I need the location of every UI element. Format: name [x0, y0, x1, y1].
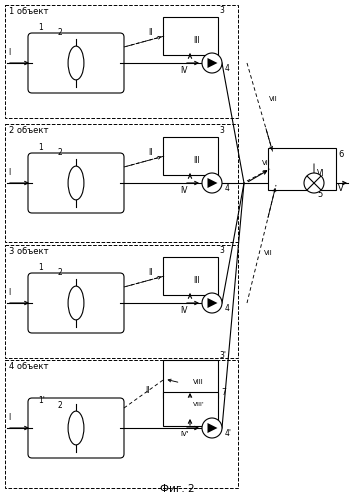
- Text: 2: 2: [58, 401, 63, 410]
- Text: I: I: [8, 413, 10, 422]
- Text: VII: VII: [264, 250, 273, 255]
- FancyBboxPatch shape: [28, 273, 124, 333]
- Text: II: II: [148, 268, 153, 277]
- FancyBboxPatch shape: [28, 398, 124, 458]
- Text: 3': 3': [219, 351, 227, 360]
- Circle shape: [304, 173, 324, 193]
- Bar: [5, 124, 238, 242]
- Bar: [162, 392, 217, 426]
- Text: VII: VII: [269, 95, 278, 101]
- Text: 4: 4: [225, 304, 230, 313]
- Circle shape: [202, 173, 222, 193]
- Text: 5: 5: [317, 190, 322, 199]
- Text: VIII': VIII': [193, 402, 205, 407]
- Text: VII: VII: [262, 160, 271, 166]
- Polygon shape: [207, 178, 217, 188]
- Text: 2 объект: 2 объект: [9, 126, 48, 135]
- Text: II: II: [145, 386, 149, 395]
- Bar: [162, 137, 217, 175]
- Text: IV: IV: [180, 306, 188, 315]
- Ellipse shape: [68, 46, 84, 80]
- Text: III: III: [193, 36, 200, 45]
- Text: 1: 1: [38, 263, 43, 272]
- Ellipse shape: [68, 286, 84, 320]
- FancyBboxPatch shape: [28, 33, 124, 93]
- Text: I: I: [8, 168, 10, 177]
- Bar: [268, 148, 336, 190]
- Text: 7: 7: [222, 388, 226, 397]
- Text: 3: 3: [219, 126, 224, 135]
- Text: II: II: [148, 148, 153, 157]
- Text: 4': 4': [225, 429, 232, 438]
- Bar: [162, 257, 217, 295]
- Text: 3: 3: [219, 6, 224, 15]
- Text: III: III: [193, 276, 200, 285]
- Text: 2: 2: [58, 28, 63, 37]
- Text: 1: 1: [38, 23, 43, 32]
- Text: 6: 6: [338, 150, 343, 159]
- Text: I: I: [8, 288, 10, 297]
- Text: 2: 2: [58, 268, 63, 277]
- Bar: [5, 360, 238, 488]
- Bar: [5, 245, 238, 358]
- Text: 4: 4: [225, 64, 230, 73]
- Text: 1': 1': [38, 396, 45, 405]
- Text: IV: IV: [180, 66, 188, 75]
- Text: IV: IV: [180, 186, 188, 195]
- Bar: [5, 5, 238, 118]
- Text: 4 объект: 4 объект: [9, 362, 48, 371]
- Text: 3: 3: [219, 246, 224, 255]
- Text: IV': IV': [180, 431, 189, 437]
- Ellipse shape: [68, 166, 84, 200]
- FancyBboxPatch shape: [28, 153, 124, 213]
- Bar: [162, 17, 217, 55]
- Text: 2: 2: [58, 148, 63, 157]
- Polygon shape: [207, 58, 217, 68]
- Text: 1: 1: [38, 143, 43, 152]
- Text: VIII: VIII: [193, 379, 204, 385]
- Ellipse shape: [68, 411, 84, 445]
- Circle shape: [202, 418, 222, 438]
- Circle shape: [202, 293, 222, 313]
- Circle shape: [202, 53, 222, 73]
- Text: III: III: [193, 156, 200, 165]
- Polygon shape: [207, 298, 217, 308]
- Text: 4: 4: [225, 184, 230, 193]
- Text: V: V: [338, 184, 344, 193]
- Text: I: I: [8, 48, 10, 57]
- Text: 3 объект: 3 объект: [9, 247, 48, 256]
- Text: Фиг. 2: Фиг. 2: [160, 484, 194, 494]
- Bar: [162, 360, 217, 398]
- Text: 1 объект: 1 объект: [9, 7, 48, 16]
- Text: II: II: [148, 28, 153, 37]
- Polygon shape: [207, 423, 217, 433]
- Text: VI: VI: [317, 170, 325, 179]
